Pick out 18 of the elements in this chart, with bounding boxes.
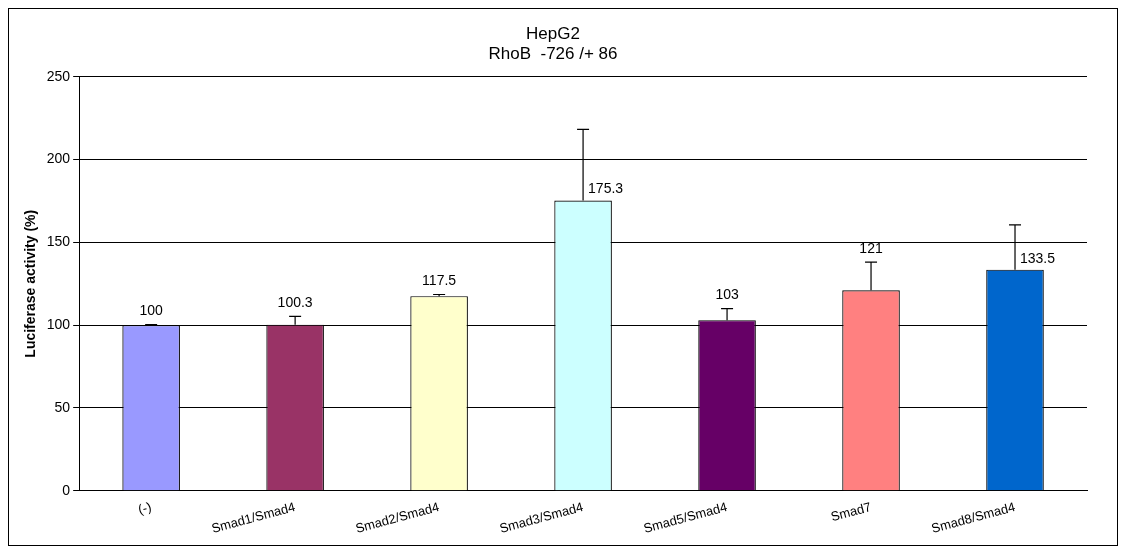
y-tick-label: 0 <box>62 481 71 498</box>
data-label: 100.3 <box>277 294 313 311</box>
y-tick-label: 250 <box>46 67 71 84</box>
y-tick-label: 200 <box>46 150 71 167</box>
data-label: 175.3 <box>588 180 624 197</box>
y-axis-title: Luciferase activity (%) <box>22 209 39 358</box>
x-tick-label: Smad7 <box>829 499 873 525</box>
x-tick-label: (-) <box>136 499 153 517</box>
y-tick-label: 100 <box>46 315 71 332</box>
y-tick-label: 50 <box>54 398 71 415</box>
data-label: 100 <box>139 302 164 319</box>
y-tick-label: 150 <box>46 233 71 250</box>
data-label: 117.5 <box>422 272 457 289</box>
data-label: 133.5 <box>1020 249 1056 266</box>
data-label: 121 <box>859 240 883 257</box>
text: RhoB -726 /+ 86 <box>488 44 618 64</box>
text: HepG2 <box>526 23 580 43</box>
data-label: 103 <box>715 286 739 303</box>
